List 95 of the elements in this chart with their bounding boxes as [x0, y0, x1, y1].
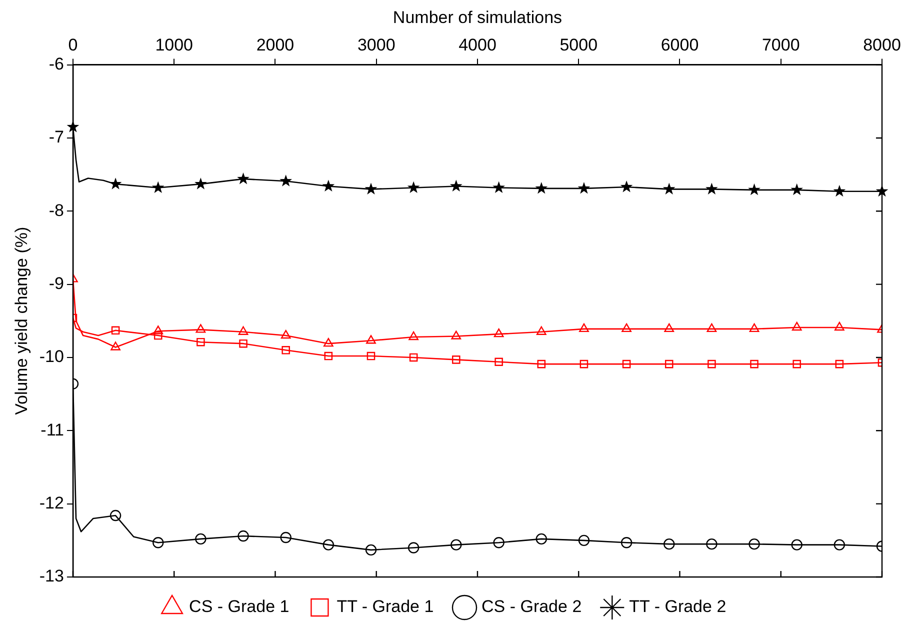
point	[239, 339, 248, 348]
point	[152, 181, 164, 193]
point	[748, 183, 760, 196]
point	[791, 539, 802, 550]
point	[620, 537, 632, 548]
point	[238, 530, 249, 542]
y-tick-label: -12	[39, 494, 64, 513]
point	[323, 338, 334, 347]
x-tick-label: 2000	[256, 35, 294, 54]
point	[493, 537, 504, 548]
point	[409, 353, 418, 362]
point	[580, 360, 588, 368]
point	[408, 331, 418, 340]
point	[451, 330, 462, 340]
point	[706, 323, 717, 332]
x-tick-label: 4000	[458, 35, 496, 54]
point	[578, 534, 590, 546]
point	[194, 178, 207, 190]
y-tick-label: -13	[39, 566, 64, 586]
y-tick-label: -6	[48, 54, 64, 74]
legend-label: TT - Grade 2	[629, 597, 726, 616]
point	[494, 328, 504, 338]
point	[452, 356, 460, 364]
point	[408, 542, 420, 554]
point	[280, 330, 291, 339]
y-tick-label: -9	[48, 274, 64, 293]
point	[748, 538, 760, 550]
point	[238, 326, 248, 335]
legend-label: CS - Grade 2	[482, 597, 582, 616]
point	[835, 360, 844, 368]
point	[407, 181, 420, 193]
point	[708, 360, 716, 368]
point	[664, 323, 674, 332]
point	[535, 182, 548, 194]
point	[450, 539, 462, 550]
point	[790, 183, 804, 196]
x-tick-label: 8000	[863, 35, 901, 54]
x-tick-label: 1000	[155, 35, 194, 54]
y-tick-label: -8	[48, 200, 64, 220]
point	[834, 322, 844, 331]
point	[622, 323, 632, 332]
point	[834, 539, 846, 550]
point	[450, 180, 462, 192]
point	[366, 352, 376, 360]
point	[196, 338, 205, 346]
point	[324, 352, 333, 360]
point	[196, 324, 206, 333]
point	[749, 323, 760, 332]
y-tick-label: -7	[48, 128, 64, 147]
point	[282, 346, 290, 354]
point	[365, 544, 377, 556]
y-tick-label: -11	[40, 420, 64, 440]
point	[364, 182, 378, 194]
y-axis-title: Volume yield change (%)	[12, 226, 31, 415]
point	[750, 360, 758, 368]
point	[792, 360, 801, 368]
point	[662, 182, 676, 194]
point	[280, 532, 292, 544]
x-tick-label: 6000	[660, 35, 699, 54]
point	[664, 360, 674, 368]
point	[154, 331, 162, 340]
point	[280, 174, 292, 186]
y-tick-label: -10	[39, 347, 64, 366]
point	[492, 181, 506, 193]
point	[578, 182, 590, 194]
point	[536, 533, 547, 545]
point	[579, 323, 589, 332]
point	[792, 322, 802, 331]
point	[195, 533, 206, 545]
point	[237, 172, 250, 184]
point	[622, 360, 631, 368]
point	[366, 335, 376, 344]
point	[322, 180, 335, 192]
point	[706, 182, 718, 194]
point	[110, 510, 122, 522]
point	[494, 358, 503, 366]
x-axis-title: Number of simulations	[392, 8, 562, 27]
point	[664, 538, 675, 550]
point	[620, 180, 633, 192]
point	[111, 326, 120, 335]
x-tick-label: 7000	[762, 35, 800, 54]
x-tick-label: 3000	[357, 35, 396, 54]
point	[322, 539, 334, 550]
point	[536, 326, 546, 335]
point	[706, 538, 718, 550]
point	[153, 326, 164, 334]
point	[833, 184, 846, 197]
point	[110, 342, 120, 350]
legend-label: TT - Grade 1	[336, 597, 434, 616]
point	[152, 537, 164, 548]
point	[109, 178, 122, 190]
point	[537, 360, 546, 368]
legend-label: CS - Grade 1	[189, 597, 290, 616]
x-tick-label: 5000	[560, 35, 598, 54]
x-tick-label: 0	[68, 35, 78, 54]
